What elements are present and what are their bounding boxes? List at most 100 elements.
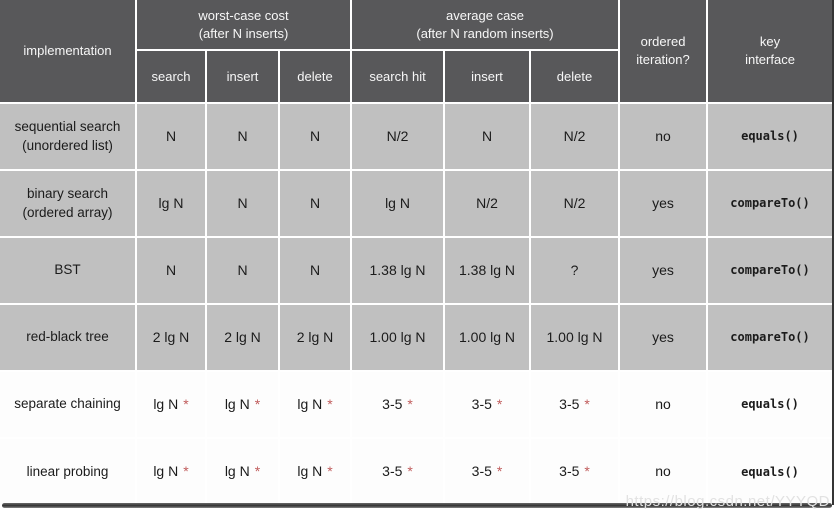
header-group-average-case: average case (after N random inserts)	[350, 0, 621, 51]
cell-avg-delete: 3-5 *	[529, 370, 621, 439]
header-implementation: implementation	[0, 0, 137, 104]
cell-key-interface: equals()	[706, 102, 833, 171]
cell-worst-search: N	[135, 102, 207, 171]
footnote-star: *	[407, 395, 413, 412]
cell-ordered-iteration: yes	[618, 236, 709, 305]
cell-key-interface: compareTo()	[706, 169, 833, 238]
cell-worst-delete: lg N *	[277, 437, 353, 505]
cell-implementation: sequential search (unordered list)	[0, 102, 137, 171]
cell-ordered-iteration: yes	[618, 303, 709, 372]
cell-value: lg N	[224, 463, 250, 480]
cell-implementation: linear probing	[0, 437, 137, 505]
footnote-star: *	[496, 463, 503, 480]
cell-value: 3-5	[471, 395, 492, 412]
header-avg-delete: delete	[529, 49, 620, 104]
cell-worst-insert: N	[205, 102, 280, 171]
footnote-star: *	[496, 395, 503, 412]
cell-ordered-iteration: no	[618, 102, 709, 171]
cell-avg-delete: N/2	[529, 169, 621, 238]
cell-avg-insert: N	[443, 102, 532, 171]
cell-avg-insert: N/2	[443, 169, 532, 238]
cell-worst-insert: N	[205, 169, 280, 238]
cell-worst-delete: lg N *	[277, 370, 353, 439]
cell-worst-insert: lg N *	[205, 437, 280, 505]
header-key-interface: key interface	[706, 0, 833, 104]
cell-worst-delete: N	[277, 102, 353, 171]
cell-key-interface: equals()	[706, 370, 833, 439]
cell-worst-search: lg N	[135, 169, 207, 238]
footnote-star: *	[327, 395, 333, 412]
header-worst-search: search	[136, 49, 207, 104]
cell-avg-search-hit: N/2	[350, 102, 446, 171]
header-worst-insert: insert	[205, 49, 280, 104]
footnote-star: *	[183, 463, 189, 480]
cell-value: 3-5	[382, 395, 403, 412]
cell-key-interface: compareTo()	[706, 236, 833, 305]
footnote-star: *	[407, 463, 413, 480]
cell-worst-delete: N	[277, 236, 353, 305]
cell-value: lg N	[297, 395, 323, 412]
footnote-star: *	[183, 395, 189, 412]
table-bottom-shadow	[2, 503, 832, 508]
cell-worst-search: lg N *	[135, 370, 207, 439]
cell-value: 3-5	[559, 395, 580, 412]
cell-avg-search-hit: 3-5 *	[350, 437, 446, 505]
header-avg-insert: insert	[443, 49, 532, 104]
footnote-star: *	[584, 463, 590, 480]
cell-avg-insert: 3-5 *	[443, 370, 532, 439]
cell-avg-insert: 3-5 *	[443, 437, 532, 505]
table-row-binary-search: binary search (ordered array) lg N N N l…	[0, 169, 833, 238]
cell-value: lg N	[297, 463, 323, 480]
header-worst-delete: delete	[277, 49, 353, 104]
cell-implementation: separate chaining	[0, 370, 137, 439]
cell-key-interface: equals()	[706, 437, 833, 505]
cell-avg-search-hit: 1.38 lg N	[350, 236, 446, 305]
table-row-bst: BST N N N 1.38 lg N 1.38 lg N ? yes comp…	[0, 236, 833, 305]
header-group-worst-case: worst-case cost (after N inserts)	[134, 0, 353, 51]
footnote-star: *	[254, 395, 261, 412]
cell-avg-delete: ?	[529, 236, 621, 305]
cell-implementation: binary search (ordered array)	[0, 169, 137, 238]
footnote-star: *	[327, 463, 333, 480]
header-avg-search-hit: search hit	[350, 49, 446, 104]
cell-avg-search-hit: lg N	[350, 169, 446, 238]
footnote-star: *	[254, 463, 261, 480]
cell-worst-insert: 2 lg N	[205, 303, 280, 372]
cell-value: lg N	[153, 395, 179, 412]
cell-value: 3-5	[382, 463, 403, 480]
cell-implementation: BST	[0, 236, 137, 305]
cell-ordered-iteration: no	[618, 370, 709, 439]
cell-worst-delete: N	[277, 169, 353, 238]
cell-key-interface: compareTo()	[706, 303, 833, 372]
cell-avg-delete: 3-5 *	[529, 437, 621, 505]
cell-worst-delete: 2 lg N	[277, 303, 353, 372]
cell-avg-delete: 1.00 lg N	[529, 303, 621, 372]
cell-implementation: red-black tree	[0, 303, 137, 372]
table-row-separate-chaining: separate chaining lg N * lg N * lg N * 3-5 *…	[0, 370, 833, 439]
cell-avg-delete: N/2	[529, 102, 621, 171]
cell-value: 3-5	[559, 463, 580, 480]
header-ordered-iteration: ordered iteration?	[618, 0, 709, 104]
cell-value: lg N	[153, 463, 179, 480]
cell-worst-insert: lg N *	[205, 370, 280, 439]
table-row-linear-probing: linear probing lg N * lg N * lg N * 3-5 * 3-…	[0, 437, 833, 505]
cell-value: 3-5	[471, 463, 492, 480]
footnote-star: *	[584, 395, 590, 412]
table-row-sequential-search: sequential search (unordered list) N N N…	[0, 102, 833, 171]
csdn-watermark: https://blog.csdn.net/YYYQD	[625, 493, 830, 510]
cell-avg-search-hit: 1.00 lg N	[350, 303, 446, 372]
cell-avg-insert: 1.38 lg N	[443, 236, 532, 305]
cell-ordered-iteration: no	[618, 437, 709, 505]
cell-worst-insert: N	[205, 236, 280, 305]
cell-worst-search: lg N *	[135, 437, 207, 505]
cell-worst-search: 2 lg N	[135, 303, 207, 372]
cell-worst-search: N	[135, 236, 207, 305]
cell-avg-insert: 1.00 lg N	[443, 303, 532, 372]
table-row-red-black-tree: red-black tree 2 lg N 2 lg N 2 lg N 1.00…	[0, 303, 833, 372]
cell-value: lg N	[224, 395, 250, 412]
cell-ordered-iteration: yes	[618, 169, 709, 238]
cell-avg-search-hit: 3-5 *	[350, 370, 446, 439]
